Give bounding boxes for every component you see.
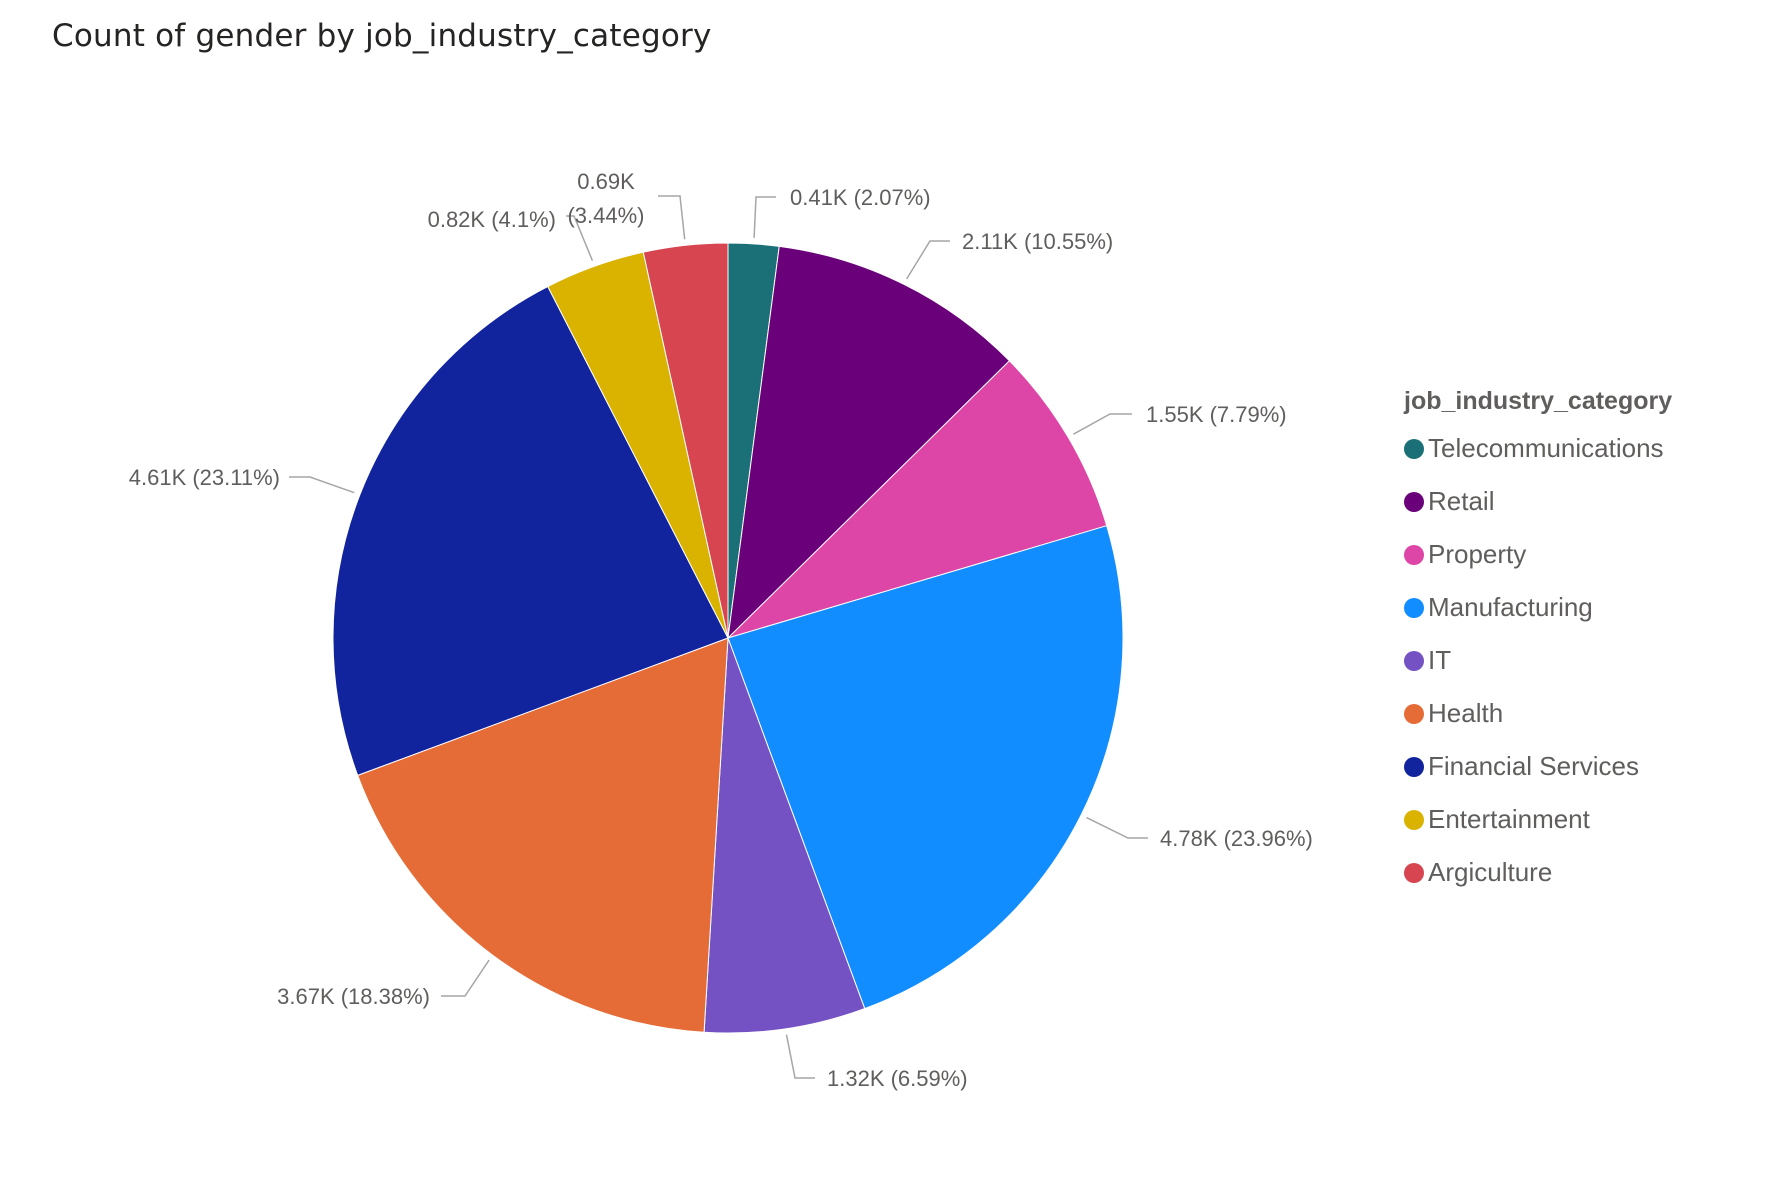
data-label: 0.69K (3.44%) [567, 169, 644, 228]
legend-label: Retail [1428, 486, 1495, 516]
data-label: 4.61K (23.11%) [129, 465, 280, 490]
legend-swatch [1404, 650, 1424, 671]
leader-line [1086, 816, 1148, 839]
legend-swatch [1404, 809, 1424, 830]
data-label: 0.41K (2.07%) [790, 185, 931, 210]
legend-item[interactable]: IT [1404, 634, 1672, 687]
legend-item[interactable]: Financial Services [1404, 740, 1672, 793]
pie-slice-argiculture[interactable] [642, 242, 729, 639]
leader-line [1073, 413, 1132, 435]
leader-line [289, 476, 355, 494]
data-label: 0.82K (4.1%) [428, 207, 556, 232]
leader-line [785, 1034, 815, 1079]
data-label: 1.55K (7.79%) [1146, 402, 1287, 427]
legend-swatch [1404, 862, 1424, 883]
legend-item[interactable]: Property [1404, 528, 1672, 581]
legend-label: Argiculture [1428, 857, 1553, 887]
chart-title: Count of gender by job_industry_category [52, 18, 712, 54]
legend: job_industry_category Telecommunications… [1404, 380, 1672, 899]
pie-slice-retail[interactable] [727, 245, 1011, 640]
legend-swatch [1404, 703, 1424, 724]
legend-swatch [1404, 438, 1424, 459]
legend-item[interactable]: Health [1404, 687, 1672, 740]
legend-label: Health [1428, 698, 1504, 728]
legend-item[interactable]: Manufacturing [1404, 581, 1672, 634]
leader-line [441, 959, 490, 997]
legend-title: job_industry_category [1404, 387, 1673, 415]
legend-item[interactable]: Telecommunications [1404, 422, 1672, 475]
legend-label: IT [1428, 645, 1452, 675]
legend-swatch [1404, 544, 1424, 565]
legend-item[interactable]: Entertainment [1404, 793, 1672, 846]
legend-label: Property [1428, 539, 1527, 569]
pie-slice-it[interactable] [703, 637, 866, 1034]
data-label: 2.11K (10.55%) [962, 229, 1113, 254]
legend-label: Entertainment [1428, 804, 1590, 834]
leader-line [753, 196, 776, 238]
legend-swatch [1404, 491, 1424, 512]
legend-swatch [1404, 756, 1424, 777]
legend-label: Telecommunications [1428, 433, 1664, 463]
leader-line [658, 195, 686, 240]
pie-slice-property[interactable] [727, 360, 1108, 639]
leader-line [566, 215, 594, 261]
leader-line [905, 240, 950, 280]
legend-label: Financial Services [1428, 751, 1639, 781]
legend-swatch [1404, 597, 1424, 618]
data-label: 3.67K (18.38%) [277, 984, 430, 1009]
pie-slice-health[interactable] [357, 637, 729, 1033]
data-label: 4.78K (23.96%) [1160, 826, 1313, 851]
legend-item[interactable]: Argiculture [1404, 846, 1672, 899]
legend-item[interactable]: Retail [1404, 475, 1672, 528]
pie-slice-manufacturing[interactable] [727, 525, 1124, 1010]
pie-slice-financial-services[interactable] [332, 285, 729, 777]
data-label: 1.32K (6.59%) [827, 1066, 968, 1091]
legend-label: Manufacturing [1428, 592, 1593, 622]
